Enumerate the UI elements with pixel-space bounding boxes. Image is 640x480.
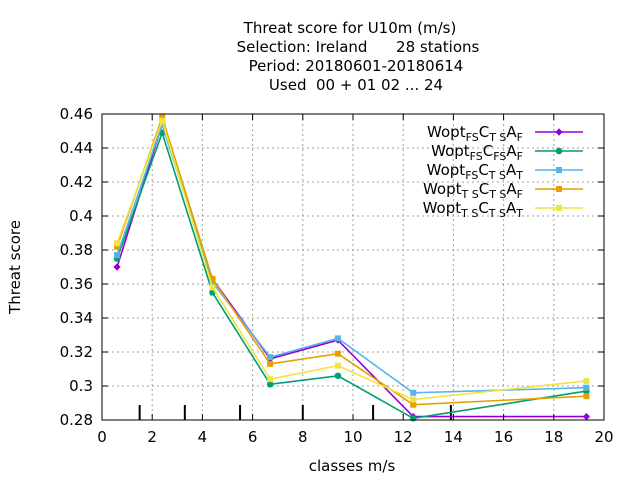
x-tick-label: 4: [198, 428, 208, 446]
series-layer: [113, 114, 590, 422]
title-line-3: Period: 20180601-20180614: [249, 57, 464, 75]
data-point: [334, 362, 341, 369]
data-point: [159, 114, 166, 121]
data-point: [113, 255, 121, 262]
series-3: [114, 121, 590, 396]
data-point: [583, 413, 590, 420]
legend-label: WoptFSCT SAT: [427, 161, 524, 182]
data-point: [267, 354, 274, 361]
data-point: [159, 129, 166, 136]
y-tick-label: 0.28: [60, 411, 93, 429]
data-point: [583, 384, 590, 391]
title-line-2: Selection: Ireland 28 stations: [237, 38, 480, 56]
legend-marker: [556, 205, 562, 211]
title-line-4: Used 00 + 01 02 ... 24: [269, 76, 443, 94]
x-tick-label: 16: [494, 428, 513, 446]
chart-title: Threat score for U10m (m/s) Selection: I…: [237, 19, 480, 94]
y-tick-label: 0.34: [60, 309, 93, 327]
data-point: [334, 350, 341, 357]
x-tick-label: 12: [394, 428, 413, 446]
title-line-1: Threat score for U10m (m/s): [243, 19, 457, 37]
data-point: [266, 381, 274, 388]
data-point: [410, 389, 417, 396]
grid-lines: [102, 114, 604, 420]
data-point: [209, 284, 216, 291]
legend-entry-2: WoptFSCFSAF: [431, 142, 583, 163]
legend-label: WoptT SCT SAT: [423, 199, 524, 220]
legend-label: WoptFSCFSAF: [431, 142, 523, 163]
data-point: [114, 240, 121, 247]
y-tick-label: 0.4: [69, 207, 93, 225]
y-tick-label: 0.38: [60, 241, 93, 259]
data-point: [267, 376, 274, 383]
x-axis: 0 2 4 6 8 10 12 14 16 18 20: [97, 114, 614, 446]
data-point: [114, 252, 121, 259]
x-tick-label: 18: [544, 428, 563, 446]
y-tick-label: 0.46: [60, 105, 93, 123]
series-2: [113, 129, 590, 422]
data-point: [410, 401, 417, 408]
data-point: [583, 393, 590, 400]
legend-entry-3: WoptFSCT SAT: [427, 161, 583, 182]
legend-marker: [556, 186, 562, 192]
legend-label: WoptT SCT SAF: [423, 180, 523, 201]
legend-label: WoptFSCT SAF: [427, 123, 523, 144]
series-1: [113, 121, 590, 420]
series-4: [114, 114, 590, 408]
data-point: [334, 372, 342, 379]
y-tick-label: 0.3: [69, 377, 93, 395]
data-point: [209, 289, 216, 296]
x-axis-label: classes m/s: [309, 457, 396, 475]
y-axis-label: Threat score: [6, 220, 24, 315]
data-point: [583, 377, 590, 384]
data-point: [209, 279, 216, 286]
data-point: [209, 275, 216, 282]
y-tick-label: 0.42: [60, 173, 93, 191]
data-point: [267, 360, 274, 367]
x-tick-label: 6: [248, 428, 258, 446]
legend-entry-4: WoptT SCT SAF: [423, 180, 583, 201]
x-tick-label: 10: [343, 428, 362, 446]
legend-marker: [555, 147, 563, 155]
y-tick-label: 0.32: [60, 343, 93, 361]
data-point: [583, 387, 590, 395]
data-point: [114, 243, 121, 250]
data-point: [410, 415, 417, 422]
class-boundary-marks: [138, 405, 452, 420]
legend-entry-1: WoptFSCT SAF: [427, 123, 583, 144]
x-tick-label: 8: [298, 428, 308, 446]
data-point: [159, 121, 166, 128]
x-tick-label: 20: [594, 428, 613, 446]
data-point: [113, 263, 121, 271]
data-point: [334, 335, 341, 342]
legend-marker: [555, 128, 563, 136]
legend-marker: [556, 167, 562, 173]
legend-entry-5: WoptT SCT SAT: [423, 199, 583, 220]
y-tick-label: 0.36: [60, 275, 93, 293]
x-tick-label: 2: [147, 428, 157, 446]
series-5: [114, 117, 590, 403]
y-axis: 0.28 0.3 0.32 0.34 0.36 0.38 0.4 0.42 0.44 0.46: [60, 105, 604, 429]
x-tick-label: 0: [97, 428, 107, 446]
y-tick-label: 0.44: [60, 139, 93, 157]
x-tick-label: 14: [444, 428, 463, 446]
data-point: [159, 117, 166, 124]
data-point: [410, 396, 417, 403]
